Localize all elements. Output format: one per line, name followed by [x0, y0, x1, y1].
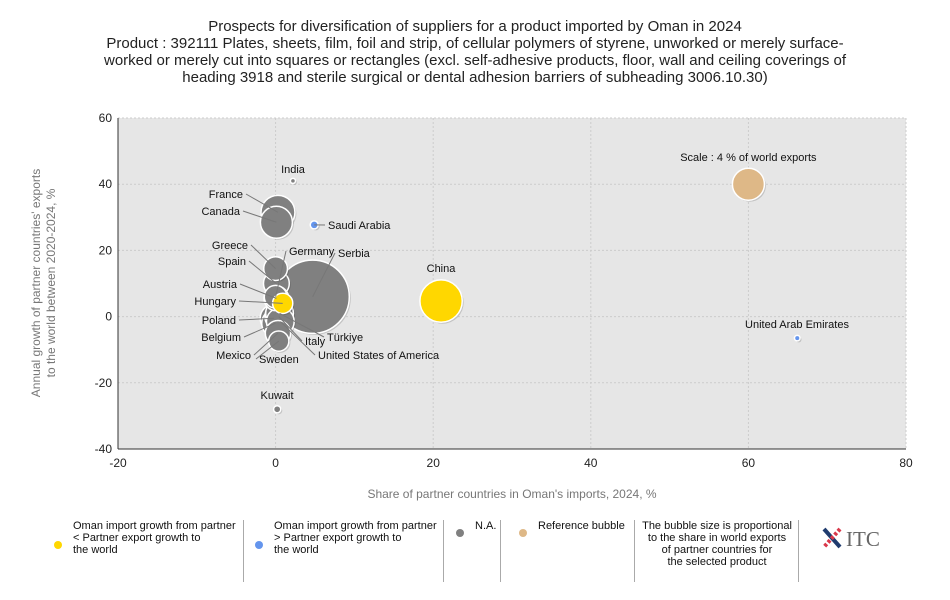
- y-axis-label: Annual growth of partner countries' expo…: [29, 169, 43, 397]
- y-tick-label: 0: [105, 310, 112, 324]
- legend-text: the selected product: [667, 556, 767, 568]
- leader-line: [239, 283, 277, 299]
- divider: [443, 520, 444, 582]
- leader-line: [242, 210, 277, 223]
- y-tick-label: 40: [99, 177, 113, 191]
- divider: [500, 520, 501, 582]
- point-label: United Arab Emirates: [745, 319, 849, 331]
- point-label: Spain: [218, 256, 246, 268]
- x-tick-label: 40: [584, 456, 598, 470]
- leader-line: [238, 300, 283, 304]
- leader-line: [248, 260, 277, 284]
- legend-text: the world: [73, 544, 118, 556]
- leader-line: [275, 250, 287, 297]
- legend-text: to the share in world exports: [647, 532, 787, 544]
- divider: [243, 520, 244, 582]
- itc-logo-text: ITC: [846, 527, 880, 551]
- point-label: China: [427, 263, 457, 275]
- leader-line: [253, 332, 279, 356]
- legend-lower: Oman import growth from partner < Partne…: [73, 520, 236, 556]
- leader-line: [243, 322, 276, 338]
- x-tick-label: 0: [272, 456, 279, 470]
- leader-line: [238, 317, 275, 321]
- divider: [634, 520, 635, 582]
- legend-text: the world: [274, 544, 319, 556]
- point-label: India: [281, 164, 306, 176]
- leader-line: [312, 252, 336, 297]
- reference-bubble: [731, 167, 766, 201]
- point-label: Sweden: [259, 354, 299, 366]
- legend-note: The bubble size is proportional to the s…: [636, 520, 798, 568]
- point-label: Kuwait: [260, 390, 293, 402]
- point-label: Italy: [305, 336, 326, 348]
- point-label: Canada: [201, 206, 240, 218]
- y-tick-label: -20: [95, 376, 113, 390]
- legend-na-dot: [456, 529, 464, 537]
- legend-text: Oman import growth from partner: [73, 520, 236, 532]
- x-axis-label: Share of partner countries in Oman's imp…: [367, 487, 656, 501]
- y-axis-label: to the world between 2020-2024, %: [44, 188, 58, 377]
- x-tick-label: 20: [427, 456, 441, 470]
- subtitle-line: worked or merely cut into squares or rec…: [103, 52, 847, 69]
- chart-title: Prospects for diversification of supplie…: [0, 18, 950, 86]
- point-label: Serbia: [338, 248, 371, 260]
- legend-higher: Oman import growth from partner > Partne…: [274, 520, 437, 556]
- legend-lower-dot: [54, 541, 62, 549]
- point-label: Hungary: [194, 296, 236, 308]
- point-label: Belgium: [201, 332, 241, 344]
- legend-text: Oman import growth from partner: [274, 520, 437, 532]
- point-label: Saudi Arabia: [328, 220, 391, 232]
- legend-text: of partner countries for: [661, 544, 773, 556]
- leader-line: [250, 244, 276, 269]
- subtitle-line: Product : 392111 Plates, sheets, film, f…: [106, 35, 844, 52]
- point-label: France: [209, 189, 243, 201]
- title-line: Prospects for diversification of supplie…: [208, 18, 742, 35]
- bubble-kuwait: [272, 404, 282, 414]
- point-label: Poland: [202, 315, 236, 327]
- y-tick-label: -40: [95, 442, 113, 456]
- reference-label: Scale : 4 % of world exports: [680, 152, 817, 164]
- bubble-united-arab-emirates: [793, 334, 801, 342]
- y-tick-label: 20: [99, 243, 113, 257]
- x-tick-label: 60: [742, 456, 756, 470]
- plot-area: [118, 118, 906, 449]
- leader-line: [278, 316, 303, 342]
- leader-line: [255, 340, 280, 360]
- legend-text: The bubble size is proportional: [642, 520, 792, 532]
- x-tick-label: 80: [899, 456, 913, 470]
- legend-reference-dot: [519, 529, 527, 537]
- point-label: Mexico: [216, 350, 251, 362]
- legend-text: > Partner export growth to: [274, 532, 402, 544]
- bubble-china: [419, 279, 463, 323]
- point-label: Austria: [203, 279, 238, 291]
- y-tick-label: 60: [99, 111, 113, 125]
- point-label: Türkiye: [327, 332, 363, 344]
- leader-line: [245, 193, 279, 213]
- subtitle-line: heading 3918 and sterile surgical or den…: [182, 69, 768, 86]
- bubble-india: [289, 177, 297, 185]
- legend-text: < Partner export growth to: [73, 532, 201, 544]
- point-label: Greece: [212, 240, 248, 252]
- leader-line: [279, 312, 325, 338]
- legend-higher-dot: [255, 541, 263, 549]
- legend-na: N.A.: [475, 520, 497, 532]
- leader-line: [279, 321, 316, 356]
- x-tick-label: -20: [109, 456, 127, 470]
- divider: [798, 520, 799, 582]
- point-label: United States of America: [318, 350, 440, 362]
- legend-reference: Reference bubble: [538, 520, 625, 532]
- itc-logo-icon: [821, 526, 843, 550]
- point-label: Germany: [289, 246, 335, 258]
